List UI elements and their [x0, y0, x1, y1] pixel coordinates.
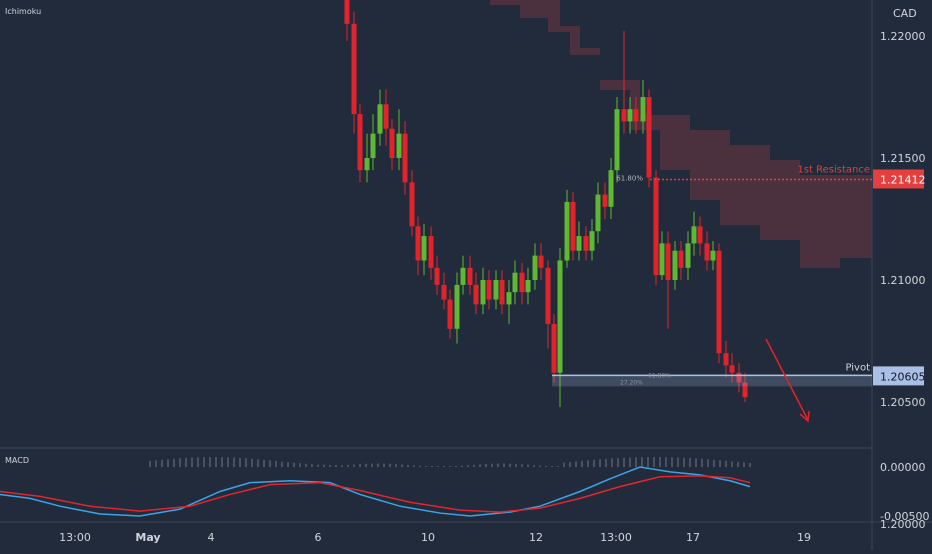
candle-bullish — [377, 104, 383, 134]
candle-bullish — [589, 231, 595, 251]
indicator-label: Ichimoku — [5, 7, 41, 16]
candle-bearish — [551, 323, 557, 373]
macd-y-tick-label: -0.00500 — [880, 510, 929, 523]
macd-y-tick-label: 0.00000 — [880, 461, 926, 474]
currency-label: CAD — [893, 7, 917, 20]
y-tick-label: 1.21000 — [880, 274, 926, 287]
candle-bullish — [640, 97, 646, 122]
pivot-price-value: 1.20605 — [880, 370, 926, 383]
candle-bearish — [441, 284, 447, 300]
x-tick-label: 12 — [529, 531, 543, 544]
candle-bearish — [467, 267, 473, 285]
candle-bullish — [595, 194, 601, 232]
candle-bearish — [389, 128, 395, 158]
candle-bearish — [621, 109, 627, 122]
candle-bearish — [723, 353, 729, 366]
candle-bullish — [685, 243, 691, 268]
resistance-label: 1st Resistance — [797, 164, 870, 175]
candle-bearish — [646, 97, 652, 178]
candle-bearish — [415, 226, 421, 261]
candle-bullish — [506, 292, 512, 305]
resistance-fib-label: 61.80% — [616, 174, 643, 182]
candle-bullish — [672, 250, 678, 280]
x-tick-label: May — [135, 531, 160, 544]
resistance-price-value: 1.21412 — [880, 173, 926, 186]
candle-bullish — [364, 158, 370, 171]
candle-bullish — [659, 243, 665, 276]
candle-bullish — [614, 109, 620, 171]
candle-bearish — [351, 23, 357, 115]
ichimoku-cloud — [472, 0, 872, 268]
candle-bearish — [653, 177, 659, 276]
candle-bearish — [409, 182, 415, 227]
candle-bearish — [344, 0, 350, 24]
candle-bearish — [538, 255, 544, 268]
candle-bullish — [564, 201, 570, 261]
candle-bullish — [460, 267, 466, 285]
forecast-arrow-line — [765, 338, 809, 421]
candle-bearish — [570, 201, 576, 251]
candle-bearish — [704, 243, 710, 261]
candle-bullish — [608, 170, 614, 207]
x-tick-label: 6 — [315, 531, 322, 544]
candle-bullish — [532, 255, 538, 280]
candle-bearish — [447, 299, 453, 329]
candle-bullish — [421, 236, 427, 261]
y-tick-label: 1.20500 — [880, 396, 926, 409]
candle-bearish — [716, 250, 722, 354]
candle-bearish — [486, 280, 492, 300]
candle-bearish — [729, 365, 735, 373]
y-tick-label: 1.21500 — [880, 152, 926, 165]
candle-bearish — [633, 109, 639, 122]
x-tick-label: 19 — [797, 531, 811, 544]
candle-bullish — [480, 280, 486, 305]
candle-bearish — [583, 236, 589, 251]
candle-bearish — [519, 272, 525, 293]
candle-bearish — [402, 133, 408, 183]
candle-bearish — [428, 236, 434, 268]
pivot-fib2-label: 27.20% — [620, 379, 643, 386]
candle-bearish — [736, 372, 742, 383]
macd-signal-line — [0, 475, 751, 513]
candle-bullish — [627, 109, 633, 122]
candle-bullish — [493, 280, 499, 300]
x-tick-label: 10 — [421, 531, 435, 544]
candle-bullish — [576, 236, 582, 251]
candle-bullish — [557, 260, 563, 373]
candle-bearish — [383, 104, 389, 129]
candle-bullish — [512, 272, 518, 293]
candle-bearish — [742, 382, 748, 398]
forecast-arrow-head — [799, 410, 810, 423]
candle-bearish — [499, 280, 505, 305]
candle-bullish — [710, 250, 716, 261]
candle-bullish — [370, 133, 376, 158]
macd-line — [0, 466, 751, 517]
macd-title: MACD — [5, 456, 29, 465]
x-tick-label: 4 — [208, 531, 215, 544]
candle-bearish — [697, 226, 703, 244]
candle-bearish — [434, 267, 440, 285]
resistance-price-tag — [873, 169, 924, 189]
candle-bearish — [545, 267, 551, 324]
candle-bullish — [525, 280, 531, 293]
candle-bullish — [396, 133, 402, 158]
candle-bullish — [454, 284, 460, 329]
y-tick-label: 1.20000 — [880, 518, 926, 531]
x-tick-label: 17 — [686, 531, 700, 544]
candle-bearish — [665, 243, 671, 280]
pivot-price-tag — [873, 366, 924, 386]
pivot-zone — [552, 374, 872, 387]
candle-bearish — [602, 194, 608, 207]
pivot-fib-label: 61.80% — [648, 372, 671, 379]
x-tick-label: 13:00 — [59, 531, 91, 544]
candle-bullish — [691, 226, 697, 244]
candle-bearish — [357, 114, 363, 171]
candle-bearish — [473, 284, 479, 305]
x-tick-label: 13:00 — [600, 531, 632, 544]
pivot-label: Pivot — [845, 362, 870, 373]
y-tick-label: 1.22000 — [880, 30, 926, 43]
candle-bearish — [678, 250, 684, 268]
